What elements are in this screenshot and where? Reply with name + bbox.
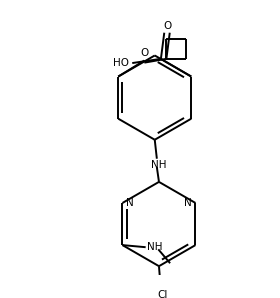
Text: O: O bbox=[140, 48, 148, 58]
Text: HO: HO bbox=[113, 58, 129, 68]
Text: N: N bbox=[126, 198, 134, 208]
Text: N: N bbox=[184, 198, 192, 208]
Text: NH: NH bbox=[147, 242, 163, 252]
Text: NH: NH bbox=[151, 160, 166, 170]
Text: Cl: Cl bbox=[157, 290, 167, 298]
Text: O: O bbox=[164, 21, 172, 31]
